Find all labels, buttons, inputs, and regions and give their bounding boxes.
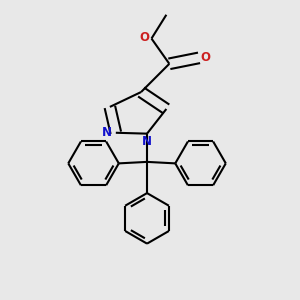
Text: N: N <box>102 126 112 139</box>
Text: N: N <box>142 135 152 148</box>
Text: O: O <box>201 51 211 64</box>
Text: O: O <box>139 32 149 44</box>
